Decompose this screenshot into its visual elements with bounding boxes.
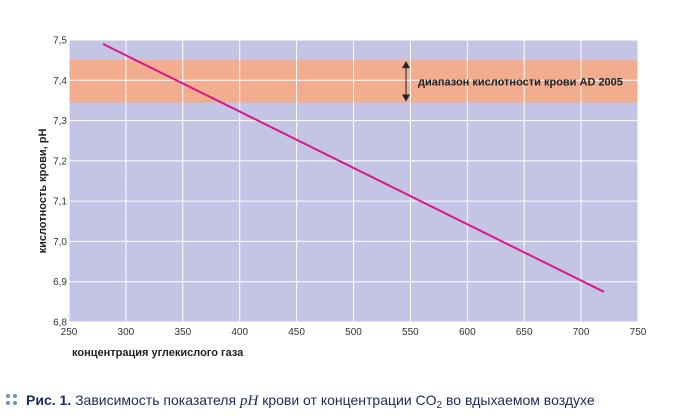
y-tick-label: 6,8 xyxy=(53,318,67,329)
x-tick-label: 700 xyxy=(573,327,590,338)
series-layer xyxy=(102,43,605,293)
x-tick-label: 750 xyxy=(630,327,647,338)
caption-variable: pH xyxy=(239,393,259,409)
y-tick-label: 7,4 xyxy=(53,76,67,87)
chart-svg: диапазон кислотности крови AD 2005 6,86,… xyxy=(37,36,647,360)
y-tick-labels: 6,8 6,9 7,0 7,1 7,2 7,3 7,4 7,5 xyxy=(53,36,67,329)
caption-text-middle: крови от концентрации CO xyxy=(262,392,437,408)
grid-lines xyxy=(68,39,639,323)
y-axis-title: кислотность крови, pH xyxy=(37,129,49,254)
series-line xyxy=(102,43,605,293)
y-tick-label: 6,9 xyxy=(53,277,67,288)
y-tick-label: 7,1 xyxy=(53,197,67,208)
x-tick-label: 600 xyxy=(459,327,476,338)
y-tick-label: 7,0 xyxy=(53,237,67,248)
band-annotation: диапазон кислотности крови AD 2005 xyxy=(402,61,623,102)
arrow-down-icon xyxy=(402,94,410,102)
x-tick-label: 450 xyxy=(288,327,305,338)
y-tick-label: 7,2 xyxy=(53,156,67,167)
x-tick-label: 350 xyxy=(174,327,191,338)
caption-text-before: Зависимость показателя xyxy=(75,392,237,408)
x-tick-label: 250 xyxy=(61,327,78,338)
x-axis-title: концентрация углекислого газа xyxy=(72,347,244,359)
x-tick-label: 650 xyxy=(516,327,533,338)
caption-label: Рис. 1. xyxy=(26,392,72,408)
y-tick-label: 7,3 xyxy=(53,116,67,127)
caption-text-after: во вдыхаемом воздухе xyxy=(445,392,595,408)
dots-icon xyxy=(6,394,18,406)
figure-caption: Рис. 1. Зависимость показателя pH крови … xyxy=(6,392,674,416)
x-tick-label: 550 xyxy=(402,327,419,338)
x-tick-label: 400 xyxy=(231,327,248,338)
caption-subscript: 2 xyxy=(436,400,443,411)
arrow-up-icon xyxy=(402,61,410,69)
chart: диапазон кислотности крови AD 2005 6,8 6,… xyxy=(37,36,647,360)
y-tick-label: 7,5 xyxy=(53,36,67,47)
band-label: диапазон кислотности крови AD 2005 xyxy=(418,76,623,88)
x-tick-labels: 250 300 350 400 450 500 550 600 650 700 750 xyxy=(61,327,647,338)
x-tick-label: 500 xyxy=(345,327,362,338)
x-tick-label: 300 xyxy=(118,327,135,338)
